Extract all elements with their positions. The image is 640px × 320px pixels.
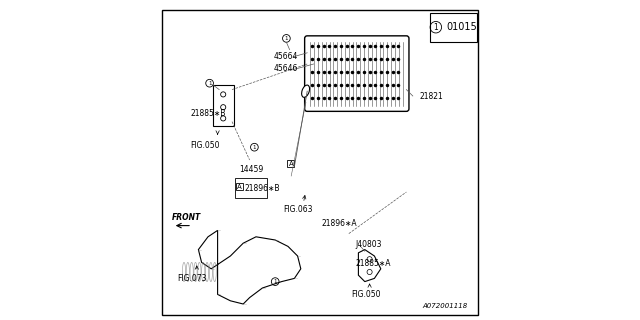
Text: 45664: 45664 bbox=[274, 52, 298, 60]
Text: 1: 1 bbox=[253, 145, 256, 150]
Text: A072001118: A072001118 bbox=[422, 303, 467, 309]
FancyBboxPatch shape bbox=[236, 178, 268, 198]
Text: 1: 1 bbox=[208, 81, 211, 86]
Text: 1: 1 bbox=[285, 36, 288, 41]
Text: 14459: 14459 bbox=[239, 165, 263, 174]
Text: FRONT: FRONT bbox=[172, 213, 201, 222]
Text: 1: 1 bbox=[433, 23, 438, 32]
Text: A: A bbox=[289, 161, 293, 166]
Text: 01015: 01015 bbox=[447, 22, 477, 32]
Text: 1: 1 bbox=[273, 279, 277, 284]
Text: 45646: 45646 bbox=[274, 64, 298, 73]
Text: 21885∗A: 21885∗A bbox=[355, 260, 390, 268]
Text: 21896∗B: 21896∗B bbox=[245, 184, 280, 193]
Text: FIG.050: FIG.050 bbox=[351, 290, 381, 299]
Polygon shape bbox=[358, 250, 381, 282]
Text: 21885∗B: 21885∗B bbox=[191, 109, 226, 118]
FancyBboxPatch shape bbox=[212, 85, 234, 126]
Text: FIG.063: FIG.063 bbox=[283, 205, 312, 214]
FancyBboxPatch shape bbox=[161, 10, 477, 315]
Ellipse shape bbox=[301, 85, 310, 97]
Text: FIG.073: FIG.073 bbox=[177, 274, 207, 283]
Text: 21821: 21821 bbox=[419, 92, 443, 100]
FancyBboxPatch shape bbox=[236, 183, 243, 190]
FancyBboxPatch shape bbox=[287, 160, 294, 167]
FancyBboxPatch shape bbox=[305, 36, 409, 111]
Text: 21896∗A: 21896∗A bbox=[322, 220, 357, 228]
Text: FIG.050: FIG.050 bbox=[190, 141, 220, 150]
Text: A: A bbox=[237, 184, 242, 189]
Polygon shape bbox=[198, 230, 301, 304]
Text: J40803: J40803 bbox=[355, 240, 381, 249]
FancyBboxPatch shape bbox=[430, 13, 477, 42]
